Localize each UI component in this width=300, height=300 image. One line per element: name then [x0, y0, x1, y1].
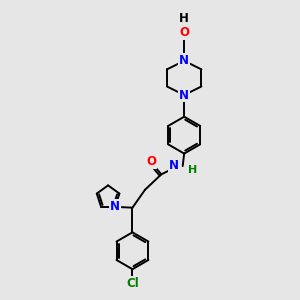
Text: O: O: [146, 155, 156, 168]
Text: N: N: [110, 200, 120, 213]
Text: N: N: [179, 54, 189, 67]
Text: N: N: [179, 88, 189, 101]
Text: Cl: Cl: [126, 277, 139, 290]
Text: H: H: [179, 12, 189, 25]
Text: N: N: [169, 159, 179, 172]
Text: H: H: [188, 165, 197, 175]
Text: O: O: [179, 26, 189, 39]
